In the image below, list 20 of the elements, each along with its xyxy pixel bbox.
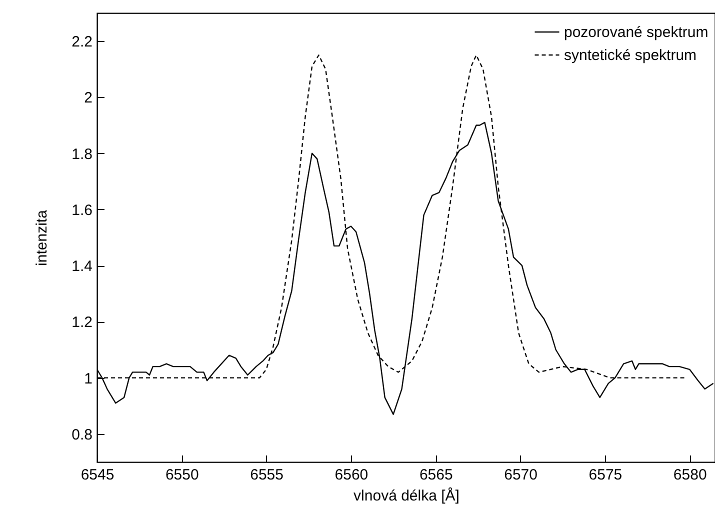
legend-label: syntetické spektrum: [564, 47, 697, 64]
y-tick-label: 0.8: [72, 426, 92, 444]
legend-label: pozorované spektrum: [564, 24, 708, 41]
y-axis-title: intenzita: [34, 209, 51, 266]
y-tick-label: 2: [84, 90, 92, 107]
y-tick-label: 1.2: [72, 314, 92, 332]
x-tick-label: 6550: [165, 466, 199, 484]
y-tick-label: 1: [84, 370, 92, 388]
y-tick-label: 1.4: [72, 258, 92, 276]
x-tick-label: 6565: [419, 466, 453, 484]
y-tick-label: 1.6: [72, 202, 92, 219]
x-tick-label: 6580: [673, 466, 707, 484]
x-tick-label: 6575: [588, 466, 622, 484]
y-tick-label: 2.2: [72, 34, 92, 51]
x-axis-title: vlnová délka [Å]: [354, 486, 460, 504]
y-tick-label: 1.8: [72, 146, 92, 163]
x-tick-label: 6560: [334, 466, 368, 484]
x-tick-label: 6570: [504, 466, 538, 484]
x-tick-label: 6555: [250, 466, 284, 484]
x-tick-label: 6545: [80, 466, 114, 484]
